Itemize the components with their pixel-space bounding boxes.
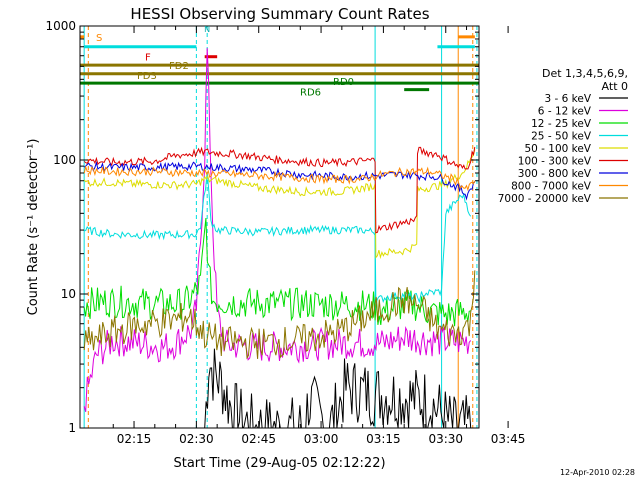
y-tick-label-3: 1000 [45, 19, 76, 33]
state-label-rd0: RD0 [333, 77, 354, 88]
chart-title: HESSI Observing Summary Count Rates [130, 5, 429, 23]
series-line-2 [83, 217, 471, 327]
state-label-rd6: RD6 [300, 88, 321, 99]
y-tick-label-1: 10 [61, 287, 76, 301]
legend-label-1: 6 - 12 keV [538, 106, 592, 118]
state-label-f: F [145, 53, 151, 64]
state-label-s: S [96, 33, 102, 44]
legend-label-5: 100 - 300 keV [518, 156, 592, 168]
footer-timestamp: 12-Apr-2010 02:28 [560, 468, 635, 477]
state-label-fd2: FD2 [169, 61, 189, 72]
legend-label-3: 25 - 50 keV [531, 131, 592, 143]
y-tick-label-2: 100 [53, 153, 76, 167]
series-line-3 [84, 171, 472, 305]
series-line-8 [83, 270, 476, 360]
y-axis-label: Count Rate (s⁻¹ detector⁻¹) [26, 139, 41, 316]
state-label-fd3: FD3 [137, 71, 157, 82]
x-tick-label-3: 03:00 [304, 432, 339, 446]
marker-label: N [204, 25, 210, 34]
legend-label-8: 7000 - 20000 keV [498, 193, 592, 205]
series-line-5 [83, 146, 476, 234]
x-tick-label-0: 02:15 [117, 432, 152, 446]
x-axis-label: Start Time (29-Aug-05 02:12:22) [173, 456, 385, 471]
x-tick-label-5: 03:30 [428, 432, 463, 446]
legend-label-6: 300 - 800 keV [518, 168, 592, 180]
axis-ticks: 02:15 02:30 02:45 03:00 03:15 03:30 03:45 1 10 10… [45, 19, 525, 446]
x-tick-label-2: 02:45 [241, 432, 276, 446]
legend-label-0: 3 - 6 keV [544, 93, 591, 105]
y-tick-label-0: 1 [68, 421, 76, 435]
series-line-1 [83, 48, 472, 413]
legend-label-4: 50 - 100 keV [524, 143, 591, 155]
series-line-7 [83, 165, 476, 192]
x-tick-label-4: 03:15 [366, 432, 401, 446]
x-tick-label-1: 02:30 [179, 432, 214, 446]
legend-header-0: Det 1,3,4,5,6,9, [542, 67, 628, 80]
plot-area [80, 26, 479, 428]
plot-frame [79, 25, 480, 429]
series-line-6 [83, 160, 475, 201]
legend-label-2: 12 - 25 keV [531, 118, 592, 130]
legend-header-1: Att 0 [602, 80, 628, 93]
legend-label-7: 800 - 7000 keV [511, 181, 592, 193]
series-line-0 [204, 348, 472, 428]
series-line-4 [83, 149, 476, 260]
x-tick-label-6: 03:45 [491, 432, 526, 446]
